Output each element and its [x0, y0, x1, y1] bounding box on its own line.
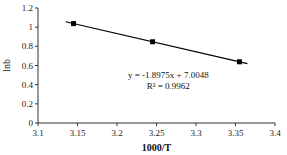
annotation: R² = 0.9962	[147, 81, 190, 91]
y-tick	[35, 27, 38, 28]
data-point	[237, 59, 242, 64]
annotation: y = -1.8975x + 7.0048	[128, 70, 209, 80]
y-tick	[35, 65, 38, 66]
x-axis-label: 1000/T	[142, 142, 172, 153]
data-point	[150, 39, 155, 44]
plot-area	[66, 21, 248, 64]
y-tick	[35, 123, 38, 124]
x-tick	[117, 123, 118, 126]
x-tick-label: 3.4	[269, 128, 281, 138]
y-tick-label: 0	[29, 118, 34, 128]
y-tick-label: 1	[29, 22, 34, 32]
x-tick	[235, 123, 236, 126]
y-tick-label: 0.6	[22, 61, 34, 71]
x-tick	[156, 123, 157, 126]
x-tick	[196, 123, 197, 126]
x-tick	[77, 123, 78, 126]
x-tick-label: 3.15	[70, 128, 86, 138]
y-tick	[35, 8, 38, 9]
x-tick-label: 3.1	[32, 128, 43, 138]
y-tick-label: 1.2	[22, 3, 33, 13]
y-axis-label: lnb	[1, 59, 12, 72]
x-tick-label: 3.25	[149, 128, 165, 138]
y-tick	[35, 84, 38, 85]
chart: 3.1 3.15 3.2 3.25 3.3 3.35 3.4 0 0.2 0.4 0.6 0.8 1 1.…	[0, 0, 287, 155]
fit-line	[66, 22, 248, 64]
x-tick	[275, 123, 276, 126]
x-tick-label: 3.35	[228, 128, 244, 138]
y-tick-label: 0.2	[22, 99, 33, 109]
y-tick	[35, 46, 38, 47]
y-tick	[35, 103, 38, 104]
y-tick-label: 0.4	[22, 80, 34, 90]
data-point	[71, 21, 76, 26]
y-tick-label: 0.8	[22, 41, 34, 51]
x-tick-label: 3.2	[111, 128, 122, 138]
x-tick-label: 3.3	[190, 128, 202, 138]
